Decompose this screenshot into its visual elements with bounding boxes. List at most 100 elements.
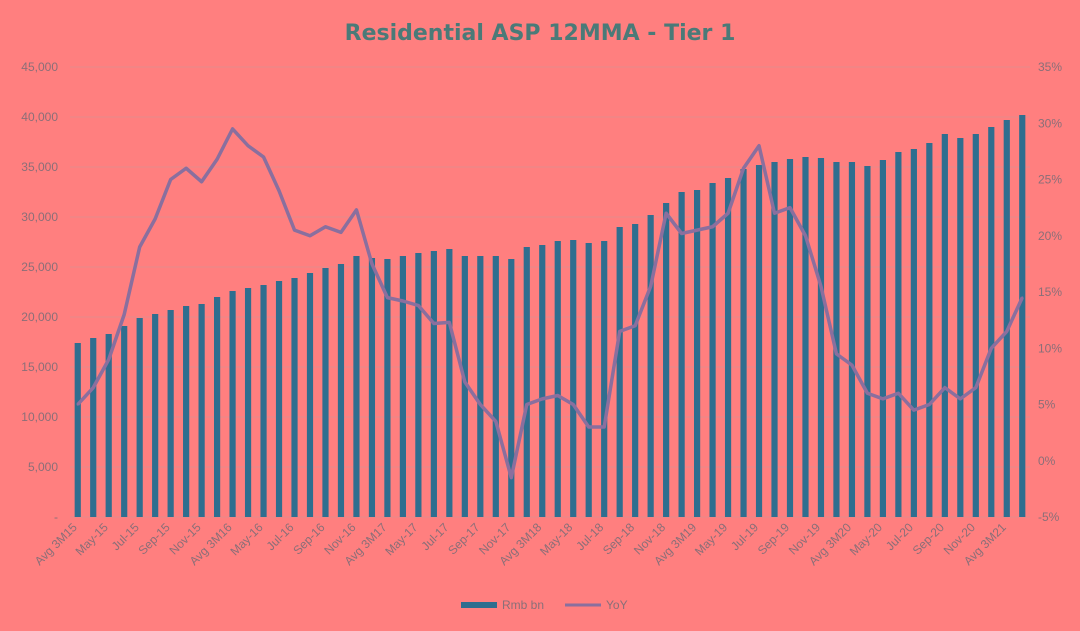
y2-tick-label: -5% <box>1038 510 1060 524</box>
bar <box>802 157 809 517</box>
bar <box>910 149 917 517</box>
bar <box>724 178 732 517</box>
bar <box>957 138 964 517</box>
bar <box>105 334 112 517</box>
bar <box>941 134 948 517</box>
bar <box>570 240 577 517</box>
yoy-point <box>525 403 528 406</box>
bar <box>848 162 856 517</box>
yoy-point <box>494 420 498 423</box>
bar <box>152 314 159 517</box>
yoy-point <box>463 380 467 384</box>
bar <box>461 256 468 517</box>
bar <box>167 310 174 517</box>
yoy-point <box>448 321 451 324</box>
bar <box>864 166 871 517</box>
yoy-point <box>695 228 699 232</box>
bar <box>523 247 530 517</box>
y-tick-label: - <box>54 510 58 524</box>
yoy-point <box>1005 330 1008 333</box>
yoy-point <box>618 330 621 333</box>
bar <box>260 285 267 517</box>
yoy-point <box>324 225 327 228</box>
yoy-point <box>990 347 993 350</box>
yoy-point <box>138 245 141 249</box>
y2-tick-label: 25% <box>1038 173 1062 187</box>
yoy-point <box>835 352 838 356</box>
y-tick-label: 30,000 <box>21 210 58 224</box>
bar <box>306 273 314 517</box>
yoy-point <box>417 304 420 307</box>
yoy-point <box>432 322 436 325</box>
y-tick-label: 40,000 <box>21 110 58 124</box>
y2-tick-label: 5% <box>1038 398 1056 412</box>
bar <box>709 183 716 517</box>
yoy-point <box>231 127 234 131</box>
right-y-axis: -5% 0% 5% 10% 15% 20% 25% 30% 35% <box>1038 60 1062 524</box>
legend-label-line: YoY <box>606 598 628 612</box>
yoy-point <box>649 285 652 288</box>
yoy-point <box>866 392 869 395</box>
yoy-point <box>897 392 900 395</box>
yoy-point <box>200 180 203 183</box>
x-tick-label: May-18 <box>537 520 575 558</box>
yoy-point <box>215 158 219 161</box>
bar <box>539 245 546 517</box>
yoy-point <box>76 403 79 406</box>
yoy-point <box>107 358 110 361</box>
bar <box>817 158 825 517</box>
bar-series <box>74 115 1026 517</box>
y2-tick-label: 0% <box>1038 454 1056 468</box>
yoy-point <box>680 232 683 235</box>
yoy-point <box>757 144 761 147</box>
yoy-point <box>246 144 250 147</box>
x-tick-label: Sep-20 <box>910 520 947 557</box>
yoy-point <box>556 394 559 397</box>
bar <box>833 162 840 517</box>
bar <box>647 215 654 517</box>
line-series <box>76 127 1024 480</box>
y2-tick-label: 10% <box>1038 341 1062 355</box>
yoy-point <box>339 231 343 234</box>
bar <box>384 259 391 517</box>
bar <box>508 259 515 517</box>
bar <box>771 162 778 517</box>
bar <box>244 288 252 517</box>
yoy-point <box>401 299 405 303</box>
yoy-point <box>355 208 358 212</box>
y-tick-label: 45,000 <box>21 60 58 74</box>
y-tick-label: 35,000 <box>21 160 58 174</box>
bar <box>74 343 81 517</box>
yoy-point <box>262 155 265 159</box>
x-tick-label: May-16 <box>227 520 265 558</box>
bar <box>368 258 376 517</box>
yoy-point <box>943 386 947 389</box>
yoy-point <box>664 212 668 215</box>
bar <box>275 281 283 517</box>
x-tick-label: Sep-19 <box>755 520 792 557</box>
bar <box>229 291 236 517</box>
x-tick-label: Sep-16 <box>290 520 327 557</box>
legend: Rmb bn YoY <box>461 598 628 612</box>
bar <box>291 278 298 517</box>
yoy-point <box>726 212 730 215</box>
bar <box>430 251 437 517</box>
bar <box>183 306 190 517</box>
bar <box>121 326 128 517</box>
x-tick-label: May-15 <box>73 520 111 558</box>
bar <box>694 190 701 517</box>
x-tick-label: May-17 <box>382 520 420 558</box>
bar <box>353 256 360 517</box>
x-tick-label: Sep-15 <box>136 520 173 557</box>
bar <box>755 165 763 517</box>
yoy-line <box>76 127 1024 480</box>
yoy-point <box>804 234 807 237</box>
yoy-point <box>184 167 188 170</box>
yoy-point <box>541 397 544 401</box>
yoy-point <box>928 403 931 406</box>
x-tick-label: May-19 <box>692 520 730 558</box>
bar <box>740 169 747 517</box>
